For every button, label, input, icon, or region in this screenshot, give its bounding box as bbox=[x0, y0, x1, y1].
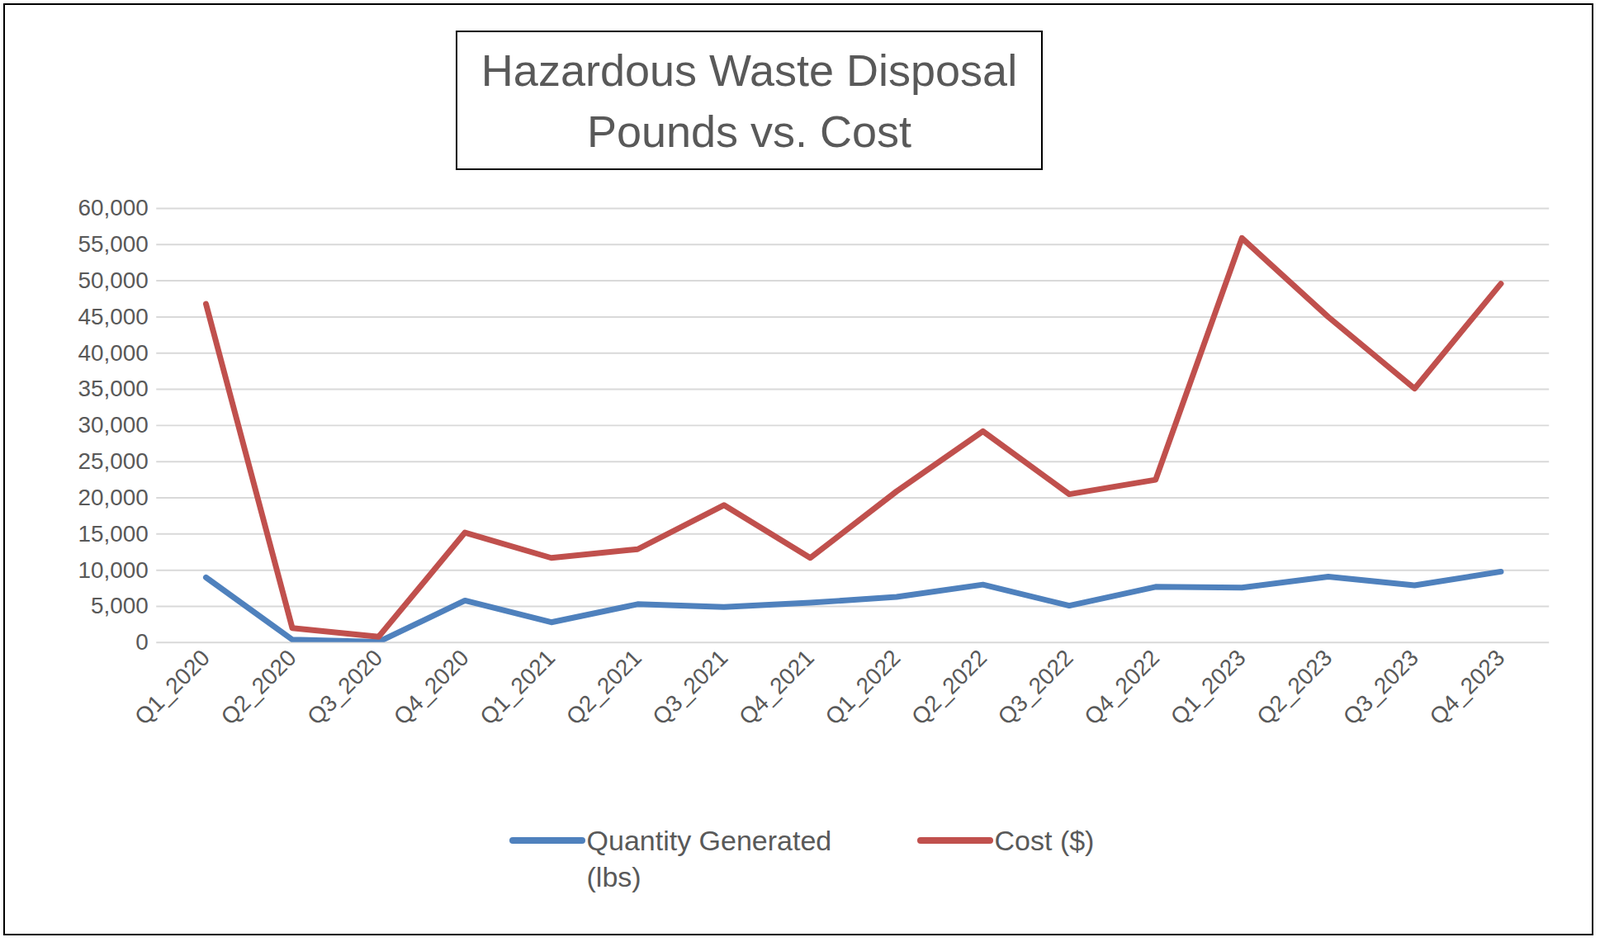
svg-text:Q1_2023: Q1_2023 bbox=[1165, 644, 1251, 730]
svg-text:40,000: 40,000 bbox=[78, 340, 149, 366]
svg-text:Q2_2020: Q2_2020 bbox=[216, 644, 302, 730]
svg-text:Q4_2021: Q4_2021 bbox=[733, 644, 819, 730]
svg-text:0: 0 bbox=[135, 629, 149, 655]
html-text:Hazardous Waste Disposal Pound: Hazardous Waste Disposal Pounds vs. Cost bbox=[481, 44, 1018, 156]
svg-text:Q1_2021: Q1_2021 bbox=[474, 644, 560, 730]
svg-text:5,000: 5,000 bbox=[90, 592, 149, 619]
svg-text:10,000: 10,000 bbox=[78, 557, 149, 583]
html-text:Cost ($): Cost ($) bbox=[994, 824, 1095, 857]
svg-text:Q4_2022: Q4_2022 bbox=[1079, 644, 1165, 730]
svg-text:55,000: 55,000 bbox=[78, 231, 149, 257]
svg-text:Q3_2021: Q3_2021 bbox=[647, 644, 733, 730]
svg-text:Q1_2022: Q1_2022 bbox=[820, 644, 906, 730]
svg-text:50,000: 50,000 bbox=[78, 267, 149, 294]
svg-text:15,000: 15,000 bbox=[78, 520, 149, 547]
svg-text:25,000: 25,000 bbox=[78, 448, 149, 474]
svg-text:Q3_2020: Q3_2020 bbox=[302, 644, 388, 730]
svg-text:Q2_2023: Q2_2023 bbox=[1251, 644, 1337, 730]
svg-text:Q4_2020: Q4_2020 bbox=[388, 644, 474, 730]
svg-text:20,000: 20,000 bbox=[78, 484, 149, 511]
svg-text:35,000: 35,000 bbox=[78, 375, 149, 402]
html-text:Quantity Generated (lbs): Quantity Generated (lbs) bbox=[586, 824, 832, 893]
svg-text:60,000: 60,000 bbox=[78, 194, 149, 221]
svg-text:Q3_2023: Q3_2023 bbox=[1338, 644, 1424, 730]
svg-text:Q2_2022: Q2_2022 bbox=[906, 644, 992, 730]
svg-text:Q3_2022: Q3_2022 bbox=[993, 644, 1079, 730]
svg-text:30,000: 30,000 bbox=[78, 411, 149, 438]
svg-text:Q2_2021: Q2_2021 bbox=[561, 644, 647, 730]
svg-text:Q1_2020: Q1_2020 bbox=[129, 644, 215, 730]
svg-text:Q4_2023: Q4_2023 bbox=[1424, 644, 1510, 730]
svg-text:45,000: 45,000 bbox=[78, 303, 149, 330]
